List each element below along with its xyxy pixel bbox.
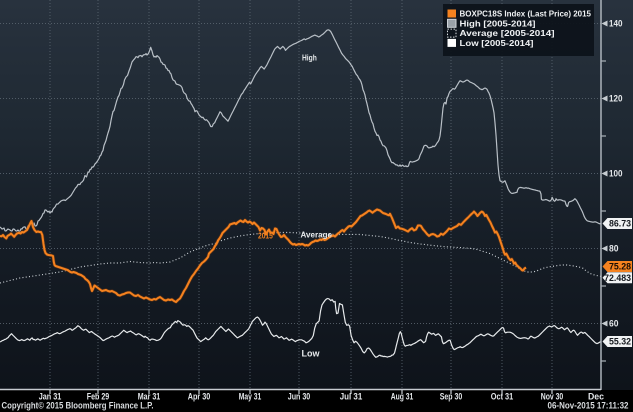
- svg-text:Apr 30: Apr 30: [188, 392, 211, 402]
- svg-text:Jan 31: Jan 31: [39, 392, 62, 402]
- svg-text:Dec: Dec: [588, 392, 604, 402]
- svg-text:High [2005-2014]: High [2005-2014]: [460, 18, 536, 28]
- svg-text:Jul 31: Jul 31: [340, 392, 363, 402]
- svg-text:100: 100: [609, 169, 623, 179]
- svg-text:06-Nov-2015 17:11:32: 06-Nov-2015 17:11:32: [548, 401, 629, 411]
- svg-text:Jun 30: Jun 30: [288, 392, 311, 402]
- svg-text:Feb 29: Feb 29: [87, 392, 110, 402]
- svg-text:Low: Low: [302, 349, 320, 359]
- svg-text:Sep 30: Sep 30: [440, 392, 463, 402]
- svg-text:86.73: 86.73: [609, 219, 631, 229]
- svg-text:72.483: 72.483: [604, 273, 631, 283]
- svg-text:Copyright© 2015 Bloomberg Fina: Copyright© 2015 Bloomberg Finance L.P.: [2, 401, 154, 411]
- svg-text:Average: Average: [301, 230, 333, 240]
- svg-text:High: High: [302, 53, 317, 63]
- svg-text:Low [2005-2014]: Low [2005-2014]: [460, 38, 534, 48]
- svg-text:2015: 2015: [258, 231, 273, 241]
- svg-text:Aug 31: Aug 31: [391, 392, 414, 402]
- svg-text:120: 120: [609, 94, 623, 104]
- svg-text:80: 80: [609, 244, 619, 254]
- svg-text:Average [2005-2014]: Average [2005-2014]: [460, 28, 555, 38]
- svg-text:Oct 31: Oct 31: [491, 392, 514, 402]
- svg-text:60: 60: [609, 319, 619, 329]
- svg-text:75.28: 75.28: [609, 262, 631, 272]
- svg-text:140: 140: [609, 19, 623, 29]
- svg-text:Mar 31: Mar 31: [138, 392, 161, 402]
- svg-text:May 31: May 31: [239, 392, 262, 402]
- svg-text:BOXPC18S Index (Last Price) 20: BOXPC18S Index (Last Price) 2015: [460, 9, 592, 19]
- svg-text:55.32: 55.32: [609, 337, 631, 347]
- svg-text:Nov 30: Nov 30: [541, 392, 564, 402]
